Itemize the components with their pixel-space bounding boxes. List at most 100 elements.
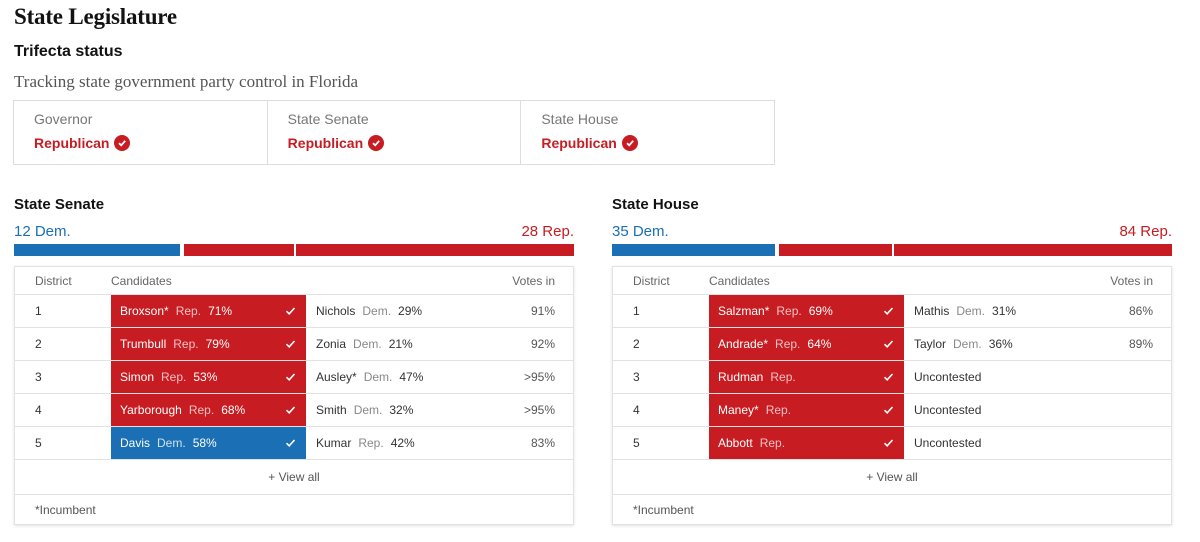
winner-cell: Trumbull Rep. 79% xyxy=(111,328,306,360)
rep-seat-segment xyxy=(775,244,1172,256)
trifecta-label: State House xyxy=(541,111,619,127)
loser-party: Dem. xyxy=(956,304,986,318)
loser-cell: Zonia Dem. 21% xyxy=(306,328,495,360)
winner-name: Maney* xyxy=(718,403,759,417)
district-number: 1 xyxy=(633,304,640,318)
loser-percent: 31% xyxy=(992,304,1017,318)
checkmark-icon xyxy=(285,305,296,319)
dem-seat-segment xyxy=(612,244,777,256)
votes-in: 92% xyxy=(530,337,555,351)
votes-in xyxy=(1093,427,1153,459)
table-row: 3 Simon Rep. 53% Ausley* Dem. 47% >95% xyxy=(15,361,573,394)
table-row: 1 Salzman* Rep. 69% Mathis Dem. 31% 86% xyxy=(613,295,1171,328)
district-number: 4 xyxy=(633,403,640,417)
loser-party: Dem. xyxy=(362,304,392,318)
winner-percent: 58% xyxy=(192,436,217,450)
dem-seat-count: 35 Dem. xyxy=(612,223,669,240)
loser-cell: Mathis Dem. 31% xyxy=(904,295,1093,327)
loser-name: Uncontested xyxy=(914,436,982,450)
votes-in: >95% xyxy=(523,403,555,417)
winner-percent: 71% xyxy=(208,304,233,318)
trifecta-label: State Senate xyxy=(287,111,369,127)
winner-party: Rep. xyxy=(775,337,801,351)
loser-party: Dem. xyxy=(953,337,982,351)
loser-percent: 21% xyxy=(388,337,413,351)
header-district: District xyxy=(35,274,72,288)
header-candidates: Candidates xyxy=(111,274,172,288)
district-number: 5 xyxy=(35,436,42,450)
winner-cell: Yarborough Rep. 68% xyxy=(111,394,306,426)
trifecta-state-house: State House Republican xyxy=(521,101,774,164)
view-all-button[interactable]: + View all xyxy=(15,460,573,495)
loser-cell: Uncontested xyxy=(904,394,1093,426)
trifecta-subtitle: Tracking state government party control … xyxy=(14,72,359,91)
table-row: 4 Maney* Rep. Uncontested xyxy=(613,394,1171,427)
table-header: District Candidates Votes in xyxy=(15,267,573,295)
winner-cell: Abbott Rep. xyxy=(709,427,904,459)
checkmark-icon xyxy=(883,371,894,385)
winner-party: Rep. xyxy=(770,370,796,384)
votes-in: 83% xyxy=(530,436,555,450)
dem-seat-segment xyxy=(14,244,182,256)
winner-party: Rep. xyxy=(765,403,792,417)
view-all-button[interactable]: + View all xyxy=(613,460,1171,495)
check-circle-icon xyxy=(114,135,131,151)
rep-seat-segment xyxy=(180,244,574,256)
table-row: 5 Davis Dem. 58% Kumar Rep. 42% 83% xyxy=(15,427,573,460)
rep-seat-count: 84 Rep. xyxy=(1119,223,1172,240)
incumbent-footnote: *Incumbent xyxy=(35,502,96,517)
loser-name: Taylor xyxy=(914,337,947,351)
checkmark-icon xyxy=(285,371,296,385)
winner-name: Yarborough xyxy=(120,403,182,417)
district-number: 3 xyxy=(35,370,42,384)
winner-percent: 64% xyxy=(807,337,832,351)
winner-percent: 79% xyxy=(205,337,230,351)
district-number: 2 xyxy=(633,337,640,351)
winner-party: Rep. xyxy=(173,337,199,351)
table-row: 5 Abbott Rep. Uncontested xyxy=(613,427,1171,460)
checkmark-icon xyxy=(883,305,894,319)
votes-in xyxy=(1093,361,1153,393)
winner-party: Rep. xyxy=(759,436,786,450)
loser-party: Dem. xyxy=(353,403,383,417)
table-row: 2 Trumbull Rep. 79% Zonia Dem. 21% 92% xyxy=(15,328,573,361)
trifecta-party-text: Republican xyxy=(34,135,110,151)
loser-name: Smith xyxy=(316,403,347,417)
table-header: District Candidates Votes in xyxy=(613,267,1171,295)
table-row: 1 Broxson* Rep. 71% Nichols Dem. 29% 91% xyxy=(15,295,573,328)
winner-percent: 68% xyxy=(221,403,246,417)
checkmark-icon xyxy=(285,338,296,352)
house-results-table: District Candidates Votes in 1 Salzman* Rep. 6… xyxy=(612,266,1172,525)
seat-count-row: 35 Dem. 84 Rep. xyxy=(612,223,1172,240)
district-number: 2 xyxy=(35,337,42,351)
incumbent-footnote: *Incumbent xyxy=(633,502,694,517)
majority-marker xyxy=(892,244,894,256)
check-circle-icon xyxy=(368,135,385,151)
header-district: District xyxy=(633,274,670,288)
dem-seat-count: 12 Dem. xyxy=(14,223,71,240)
votes-in: 89% xyxy=(1128,337,1153,351)
district-number: 5 xyxy=(633,436,640,450)
winner-party: Dem. xyxy=(157,436,186,450)
winner-party: Rep. xyxy=(161,370,187,384)
table-row: 2 Andrade* Rep. 64% Taylor Dem. 36% 89% xyxy=(613,328,1171,361)
winner-name: Rudman xyxy=(718,370,764,384)
district-number: 4 xyxy=(35,403,42,417)
table-row: 3 Rudman Rep. Uncontested xyxy=(613,361,1171,394)
winner-name: Abbott xyxy=(718,436,753,450)
loser-party: Dem. xyxy=(353,337,382,351)
header-candidates: Candidates xyxy=(709,274,770,288)
votes-in: 86% xyxy=(1128,304,1153,318)
district-number: 1 xyxy=(35,304,42,318)
winner-cell: Salzman* Rep. 69% xyxy=(709,295,904,327)
loser-cell: Ausley* Dem. 47% xyxy=(306,361,495,393)
trifecta-party-text: Republican xyxy=(287,135,364,151)
trifecta-heading: Trifecta status xyxy=(14,43,123,60)
loser-name: Uncontested xyxy=(914,403,982,417)
checkmark-icon xyxy=(285,404,296,418)
winner-cell: Simon Rep. 53% xyxy=(111,361,306,393)
loser-name: Nichols xyxy=(316,304,356,318)
loser-name: Mathis xyxy=(914,304,950,318)
trifecta-party: Republican xyxy=(34,135,267,151)
trifecta-state-senate: State Senate Republican xyxy=(268,101,522,164)
